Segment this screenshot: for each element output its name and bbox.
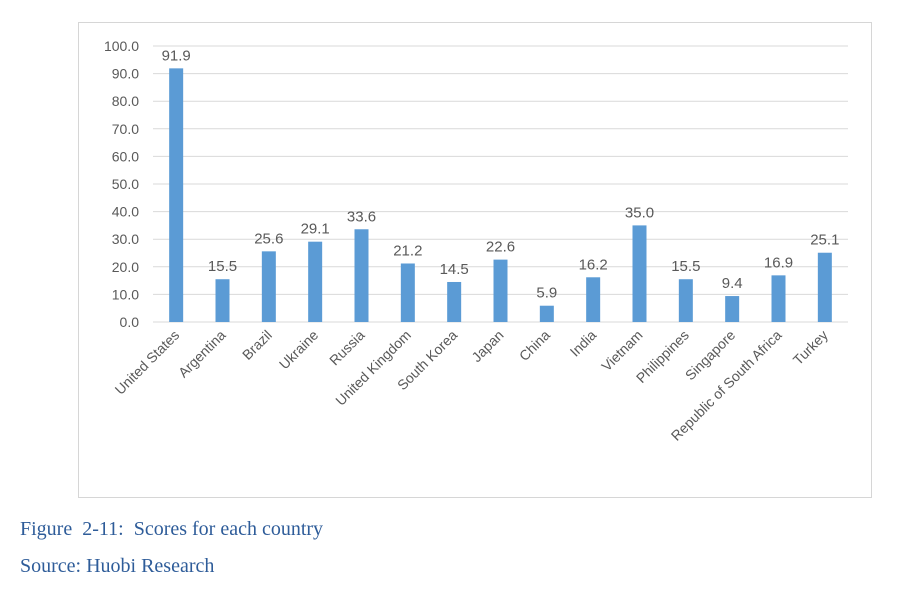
bar	[493, 259, 508, 322]
y-tick-label: 50.0	[112, 176, 139, 192]
data-label: 33.6	[347, 208, 376, 225]
bar	[539, 305, 554, 322]
bar	[215, 279, 230, 322]
y-tick-label: 80.0	[112, 93, 139, 109]
y-tick-label: 40.0	[112, 204, 139, 220]
data-label: 29.1	[301, 221, 330, 238]
data-label: 15.5	[208, 258, 237, 275]
x-tick-label: China	[516, 327, 553, 364]
figure-caption: Figure 2-11: Scores for each country	[20, 518, 324, 540]
data-label: 35.0	[625, 204, 654, 221]
bar	[771, 275, 786, 322]
data-label: 25.1	[810, 232, 839, 249]
bar	[308, 241, 323, 322]
data-label: 9.4	[722, 275, 743, 292]
bar	[678, 279, 693, 322]
bar	[817, 252, 832, 322]
x-tick-label: United States	[112, 327, 183, 398]
bar	[169, 68, 184, 322]
data-label: 15.5	[671, 258, 700, 275]
data-label: 22.6	[486, 239, 515, 256]
y-tick-label: 20.0	[112, 259, 139, 275]
x-tick-label: Vietnam	[598, 327, 645, 374]
y-tick-label: 70.0	[112, 121, 139, 137]
y-tick-label: 100.0	[104, 38, 139, 54]
source-caption: Source: Huobi Research	[20, 555, 215, 577]
x-tick-label: Ukraine	[276, 327, 322, 373]
y-tick-label: 90.0	[112, 66, 139, 82]
data-label: 21.2	[393, 242, 422, 259]
data-label: 5.9	[536, 285, 557, 302]
data-label: 91.9	[162, 47, 191, 64]
y-tick-label: 60.0	[112, 148, 139, 164]
x-tick-label: Turkey	[790, 327, 831, 368]
y-tick-label: 0.0	[120, 314, 140, 330]
bar	[354, 229, 369, 322]
x-tick-label: Brazil	[239, 327, 275, 363]
data-label: 16.2	[579, 256, 608, 273]
data-label: 25.6	[254, 230, 283, 247]
bar	[400, 263, 415, 322]
x-tick-label: Japan	[468, 327, 506, 365]
data-label: 14.5	[440, 261, 469, 278]
bar	[632, 225, 647, 322]
x-tick-label: India	[567, 327, 600, 360]
y-tick-label: 10.0	[112, 286, 139, 302]
y-tick-label: 30.0	[112, 231, 139, 247]
bar	[725, 296, 740, 322]
bar	[261, 251, 276, 322]
x-tick-label: Argentina	[175, 327, 229, 381]
x-tick-label: Russia	[326, 327, 368, 369]
bar	[586, 277, 601, 322]
bar	[447, 281, 462, 322]
data-label: 16.9	[764, 254, 793, 271]
